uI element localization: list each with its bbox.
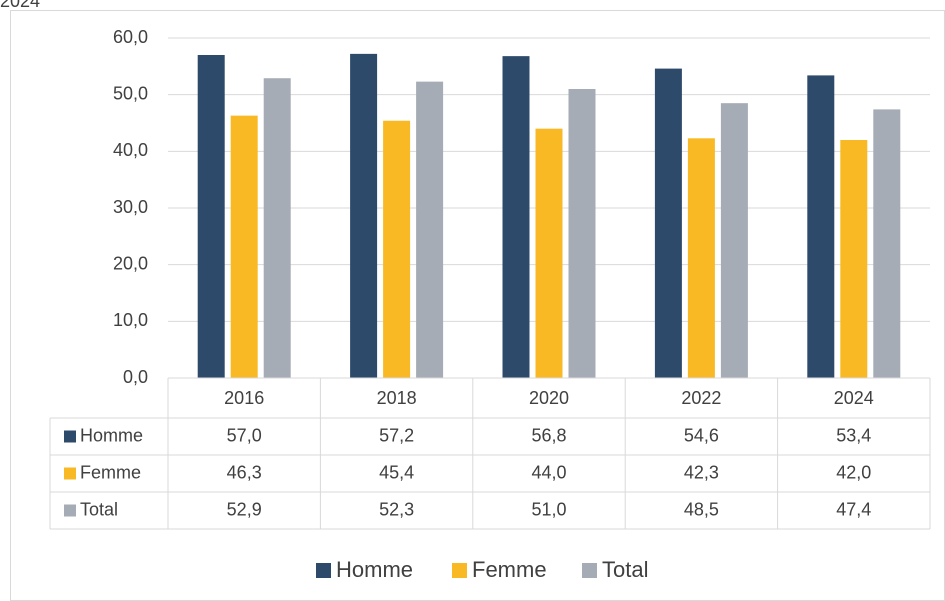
bar: [350, 53, 378, 378]
legend-label: Total: [602, 557, 648, 582]
bar: [654, 68, 682, 378]
data-label: 44,0: [531, 462, 566, 482]
caption: 2024: [0, 0, 40, 11]
data-label: 54,6: [684, 425, 719, 445]
data-label: 42,3: [684, 462, 719, 482]
data-label: 56,8: [531, 425, 566, 445]
bar: [720, 103, 748, 379]
legend-key: [316, 563, 331, 578]
data-label: 42,0: [836, 462, 871, 482]
bar: [535, 128, 563, 378]
data-label: 46,3: [227, 462, 262, 482]
table-legend-key: [64, 467, 76, 480]
x-tick-label: 2022: [681, 388, 721, 408]
legend-key: [452, 563, 467, 578]
data-label: 52,9: [227, 499, 262, 519]
y-tick-label: 50,0: [113, 83, 148, 103]
bar: [807, 75, 835, 379]
x-tick-label: 2018: [377, 388, 417, 408]
data-label: 57,2: [379, 425, 414, 445]
bar: [873, 109, 901, 379]
table-row-label: Total: [80, 499, 118, 519]
data-label: 53,4: [836, 425, 871, 445]
y-tick-label: 40,0: [113, 140, 148, 160]
legend-label: Homme: [336, 557, 413, 582]
legend-label: Femme: [472, 557, 547, 582]
table-legend-key: [64, 504, 76, 517]
bar: [416, 81, 444, 378]
bar: [230, 115, 258, 378]
table-row-label: Homme: [80, 425, 143, 445]
data-label: 45,4: [379, 462, 414, 482]
y-tick-label: 0,0: [123, 367, 148, 387]
data-label: 52,3: [379, 499, 414, 519]
table-legend-key: [64, 430, 76, 443]
bar: [263, 78, 291, 378]
x-tick-label: 2024: [834, 388, 874, 408]
y-tick-label: 10,0: [113, 310, 148, 330]
data-label: 51,0: [531, 499, 566, 519]
y-tick-label: 20,0: [113, 253, 148, 273]
bar: [502, 56, 530, 379]
y-tick-label: 30,0: [113, 197, 148, 217]
bar: [840, 140, 868, 378]
x-tick-label: 2016: [224, 388, 264, 408]
x-tick-label: 2020: [529, 388, 569, 408]
data-label: 57,0: [227, 425, 262, 445]
data-label: 48,5: [684, 499, 719, 519]
bar: [383, 120, 411, 378]
data-label: 47,4: [836, 499, 871, 519]
table-row-label: Femme: [80, 462, 141, 482]
bar: [687, 138, 715, 378]
bar: [197, 55, 225, 378]
legend-key: [582, 563, 597, 578]
bar: [568, 89, 596, 378]
chart-border: [10, 10, 945, 601]
y-tick-label: 60,0: [113, 27, 148, 47]
